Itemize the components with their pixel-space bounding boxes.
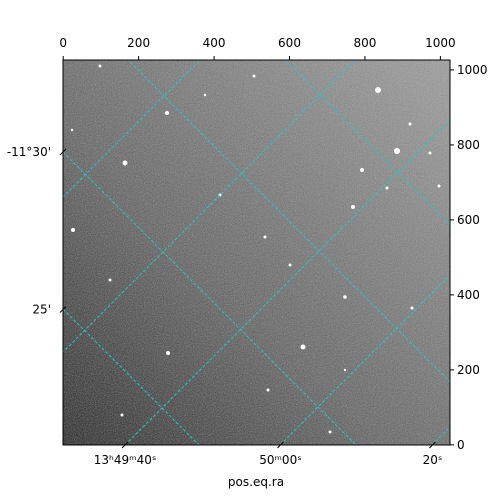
world-x-tick bbox=[121, 441, 129, 449]
world-x-tick-label: 20ˢ bbox=[423, 453, 443, 467]
y-tick-label: 800 bbox=[457, 138, 480, 152]
x-tick-label: 800 bbox=[353, 36, 376, 50]
x-tick-label: 0 bbox=[59, 36, 67, 50]
y-tick-label: 600 bbox=[457, 213, 480, 227]
coordinate-grid bbox=[63, 60, 450, 445]
x-axis-label: pos.eq.ra bbox=[228, 475, 284, 489]
y-tick-label: 1000 bbox=[457, 63, 488, 77]
y-tick-label: 400 bbox=[457, 288, 480, 302]
x-tick-label: 600 bbox=[278, 36, 301, 50]
frame bbox=[62, 59, 451, 446]
world-x-tick-label: 50ᵐ00ˢ bbox=[259, 453, 302, 467]
world-x-tick-label: 13ʰ49ᵐ40ˢ bbox=[94, 453, 157, 467]
x-tick-label: 200 bbox=[127, 36, 150, 50]
world-y-tick-label: -11°30' bbox=[7, 145, 51, 159]
image bbox=[63, 60, 450, 445]
x-tick-label: 400 bbox=[203, 36, 226, 50]
y-tick-label: 200 bbox=[457, 363, 480, 377]
world-y-tick-label: 25' bbox=[32, 302, 51, 316]
world-y-tick bbox=[59, 306, 67, 313]
world-y-tick bbox=[59, 148, 67, 156]
y-tick-label: 0 bbox=[457, 438, 465, 452]
stars bbox=[70, 64, 441, 434]
x-tick-label: 1000 bbox=[425, 36, 456, 50]
world-x-tick bbox=[429, 441, 436, 449]
world-x-tick bbox=[277, 441, 284, 449]
